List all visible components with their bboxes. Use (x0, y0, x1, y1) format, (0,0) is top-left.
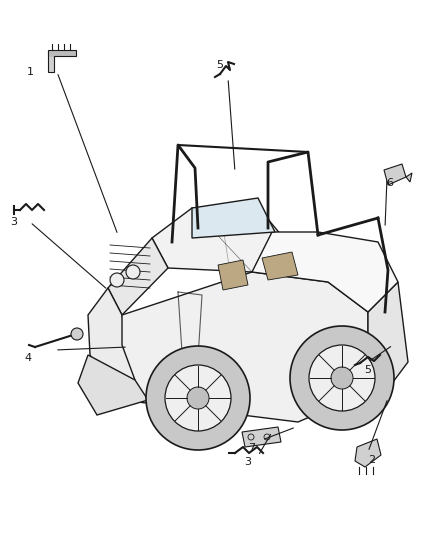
Text: 5: 5 (364, 365, 371, 375)
Polygon shape (48, 50, 76, 72)
Circle shape (165, 365, 231, 431)
Text: 7: 7 (248, 443, 255, 453)
Circle shape (146, 346, 250, 450)
Circle shape (71, 328, 83, 340)
Text: 2: 2 (368, 455, 375, 465)
Text: 6: 6 (386, 178, 393, 188)
Circle shape (331, 367, 353, 389)
Text: 4: 4 (25, 353, 32, 363)
Polygon shape (78, 355, 148, 415)
Circle shape (110, 273, 124, 287)
Text: 3: 3 (244, 457, 251, 467)
Text: 5: 5 (216, 60, 223, 70)
Polygon shape (108, 238, 168, 315)
Text: 3: 3 (11, 217, 18, 227)
Text: 1: 1 (27, 67, 33, 77)
Polygon shape (192, 198, 275, 238)
Polygon shape (122, 272, 368, 422)
Polygon shape (406, 173, 412, 182)
Polygon shape (242, 427, 281, 447)
Polygon shape (368, 282, 408, 402)
Polygon shape (88, 288, 135, 393)
Polygon shape (252, 232, 398, 312)
Circle shape (290, 326, 394, 430)
Polygon shape (384, 164, 406, 185)
Circle shape (309, 345, 375, 411)
Polygon shape (262, 252, 298, 280)
Circle shape (126, 265, 140, 279)
Polygon shape (355, 439, 381, 467)
Polygon shape (218, 260, 248, 290)
Circle shape (187, 387, 209, 409)
Polygon shape (152, 208, 292, 272)
